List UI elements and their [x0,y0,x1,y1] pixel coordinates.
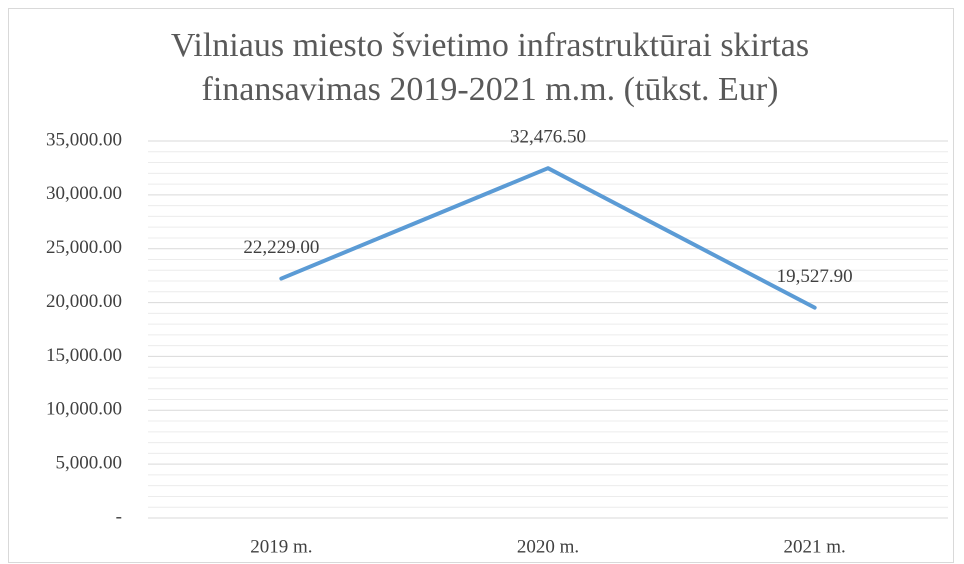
x-tick-label: 2020 m. [517,536,579,557]
x-tick-label: 2021 m. [784,536,846,557]
data-line [279,166,817,310]
y-tick-label: 10,000.00 [46,399,122,420]
y-tick-label: 35,000.00 [46,129,122,150]
y-tick-label: 20,000.00 [46,291,122,312]
y-tick-label: 15,000.00 [46,345,122,366]
y-tick-label: 5,000.00 [56,453,123,474]
chart-frame [8,8,954,563]
chart-title: finansavimas 2019-2021 m.m. (tūkst. Eur) [202,71,779,108]
data-label: 32,476.50 [510,127,586,148]
data-label: 22,229.00 [243,237,319,258]
data-label: 19,527.90 [777,266,853,287]
y-tick-label: 25,000.00 [46,237,122,258]
x-tick-label: 2019 m. [250,536,312,557]
y-tick-label: 30,000.00 [46,183,122,204]
chart-title: Vilniaus miesto švietimo infrastruktūrai… [171,27,809,64]
y-tick-label: - [116,506,122,527]
